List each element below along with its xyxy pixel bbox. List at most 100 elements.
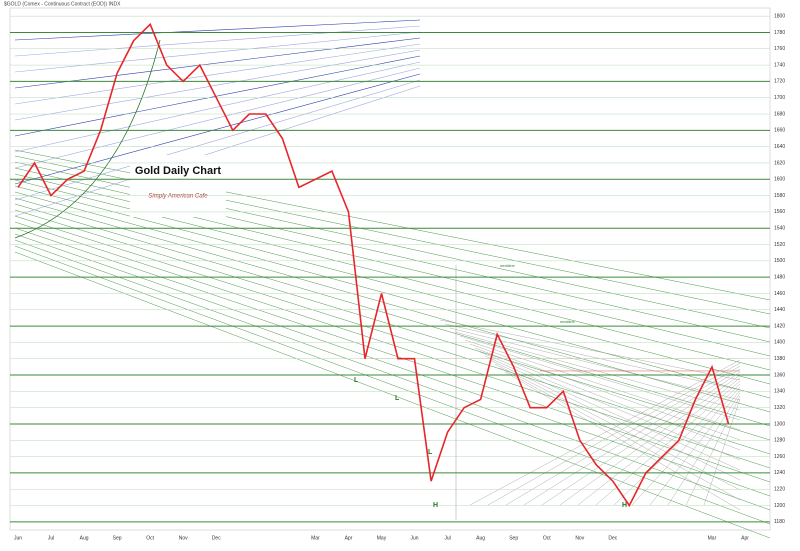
fan-line — [14, 191, 771, 399]
y-tick-label: 1280 — [774, 438, 785, 444]
y-tick-label: 1500 — [774, 258, 785, 264]
y-tick-label: 1620 — [774, 160, 785, 166]
y-tick-label: 1240 — [774, 470, 785, 476]
fan-line — [14, 227, 771, 483]
y-tick-label: 1800 — [774, 13, 785, 19]
y-tick-label: 1700 — [774, 95, 785, 101]
x-tick-label: Jul — [444, 535, 450, 541]
x-tick-label: Jul — [48, 535, 54, 541]
fan-line — [504, 371, 741, 511]
fan-line — [489, 359, 741, 481]
channel-line — [14, 43, 421, 105]
title-panel — [130, 155, 226, 217]
fan-line — [449, 327, 741, 401]
annotation: H — [433, 502, 438, 509]
annotation: neckline — [560, 319, 575, 324]
x-tick-label: Mar — [311, 535, 320, 541]
y-tick-label: 1400 — [774, 340, 785, 346]
channel-line — [14, 19, 421, 41]
channel-line — [14, 67, 421, 169]
y-tick-label: 1420 — [774, 323, 785, 329]
fan-line — [14, 251, 771, 539]
x-tick-label: Jun — [14, 535, 22, 541]
y-tick-label: 1680 — [774, 111, 785, 117]
fan-line — [541, 371, 741, 506]
x-tick-label: Aug — [80, 535, 89, 541]
x-tick-label: Nov — [575, 535, 584, 541]
price-line — [17, 22, 730, 508]
arc — [14, 39, 161, 239]
y-tick-label: 1740 — [774, 62, 785, 68]
fan-line — [487, 362, 741, 506]
y-tick-label: 1300 — [774, 421, 785, 427]
x-tick-label: Nov — [179, 535, 188, 541]
fan-line — [703, 398, 741, 506]
fan-line — [464, 339, 741, 431]
y-tick-label: 1780 — [774, 30, 785, 36]
x-tick-label: Apr — [741, 535, 749, 541]
x-tick-label: Aug — [476, 535, 485, 541]
y-tick-label: 1380 — [774, 356, 785, 362]
y-tick-label: 1180 — [774, 519, 785, 525]
fan-line — [14, 233, 771, 497]
y-tick-label: 1460 — [774, 291, 785, 297]
y-tick-label: 1600 — [774, 177, 785, 183]
channel-line — [14, 55, 421, 137]
channel-line — [14, 73, 421, 185]
y-tick-label: 1480 — [774, 274, 785, 280]
x-tick-label: Jun — [411, 535, 419, 541]
channel-line — [14, 79, 421, 201]
y-tick-label: 1260 — [774, 454, 785, 460]
x-tick-label: Sep — [113, 535, 122, 541]
y-tick-label: 1340 — [774, 389, 785, 395]
x-tick-label: Dec — [212, 535, 221, 541]
fan-line — [479, 351, 741, 461]
x-tick-label: Mar — [708, 535, 717, 541]
panel-title: Gold Daily Chart — [135, 165, 222, 177]
fan-line — [595, 380, 741, 506]
y-tick-label: 1640 — [774, 144, 785, 150]
annotation: neckline — [500, 263, 515, 268]
fan-line — [523, 368, 741, 506]
annotation: L — [428, 449, 433, 456]
fan-line — [14, 185, 771, 385]
annotation: L — [395, 395, 400, 402]
y-tick-label: 1200 — [774, 503, 785, 509]
x-tick-label: Sep — [509, 535, 518, 541]
y-tick-label: 1220 — [774, 487, 785, 493]
fan-line — [439, 319, 741, 381]
fan-line — [577, 377, 741, 506]
x-tick-label: Apr — [345, 535, 353, 541]
fan-line — [685, 395, 741, 506]
y-tick-label: 1320 — [774, 405, 785, 411]
y-tick-label: 1720 — [774, 79, 785, 85]
fan-line — [499, 367, 741, 501]
channel-line — [14, 61, 421, 153]
annotation: L — [354, 377, 359, 384]
plot-frame — [9, 7, 771, 531]
y-tick-label: 1580 — [774, 193, 785, 199]
y-tick-label: 1520 — [774, 242, 785, 248]
fan-line — [613, 383, 741, 506]
channel-line — [14, 25, 421, 57]
fan-line — [444, 323, 741, 391]
annotation: H — [622, 502, 627, 509]
y-tick-label: 1360 — [774, 372, 785, 378]
fan-line — [631, 386, 741, 506]
fan-line — [474, 347, 741, 451]
y-tick-label: 1540 — [774, 226, 785, 232]
y-tick-label: 1660 — [774, 128, 785, 134]
fan-line — [667, 392, 741, 506]
fan-line — [559, 374, 741, 506]
logo: Simply American Cafe — [148, 194, 208, 200]
fan-line — [469, 359, 741, 506]
fan-line — [14, 209, 771, 441]
fan-line — [494, 363, 741, 491]
x-tick-label: Oct — [543, 535, 551, 541]
y-tick-label: 1560 — [774, 209, 785, 215]
y-tick-label: 1440 — [774, 307, 785, 313]
chart-title: $GOLD (Comex - Continuous Contract (EOD)… — [4, 1, 121, 7]
x-tick-label: Oct — [146, 535, 154, 541]
